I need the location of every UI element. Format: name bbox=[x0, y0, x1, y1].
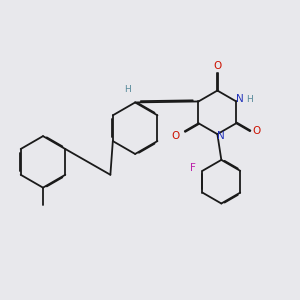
Text: H: H bbox=[246, 95, 253, 104]
Text: N: N bbox=[236, 94, 244, 104]
Text: O: O bbox=[172, 131, 180, 141]
Text: O: O bbox=[213, 61, 221, 71]
Text: H: H bbox=[124, 85, 130, 94]
Text: O: O bbox=[253, 126, 261, 136]
Text: N: N bbox=[218, 131, 225, 141]
Text: F: F bbox=[190, 163, 196, 173]
